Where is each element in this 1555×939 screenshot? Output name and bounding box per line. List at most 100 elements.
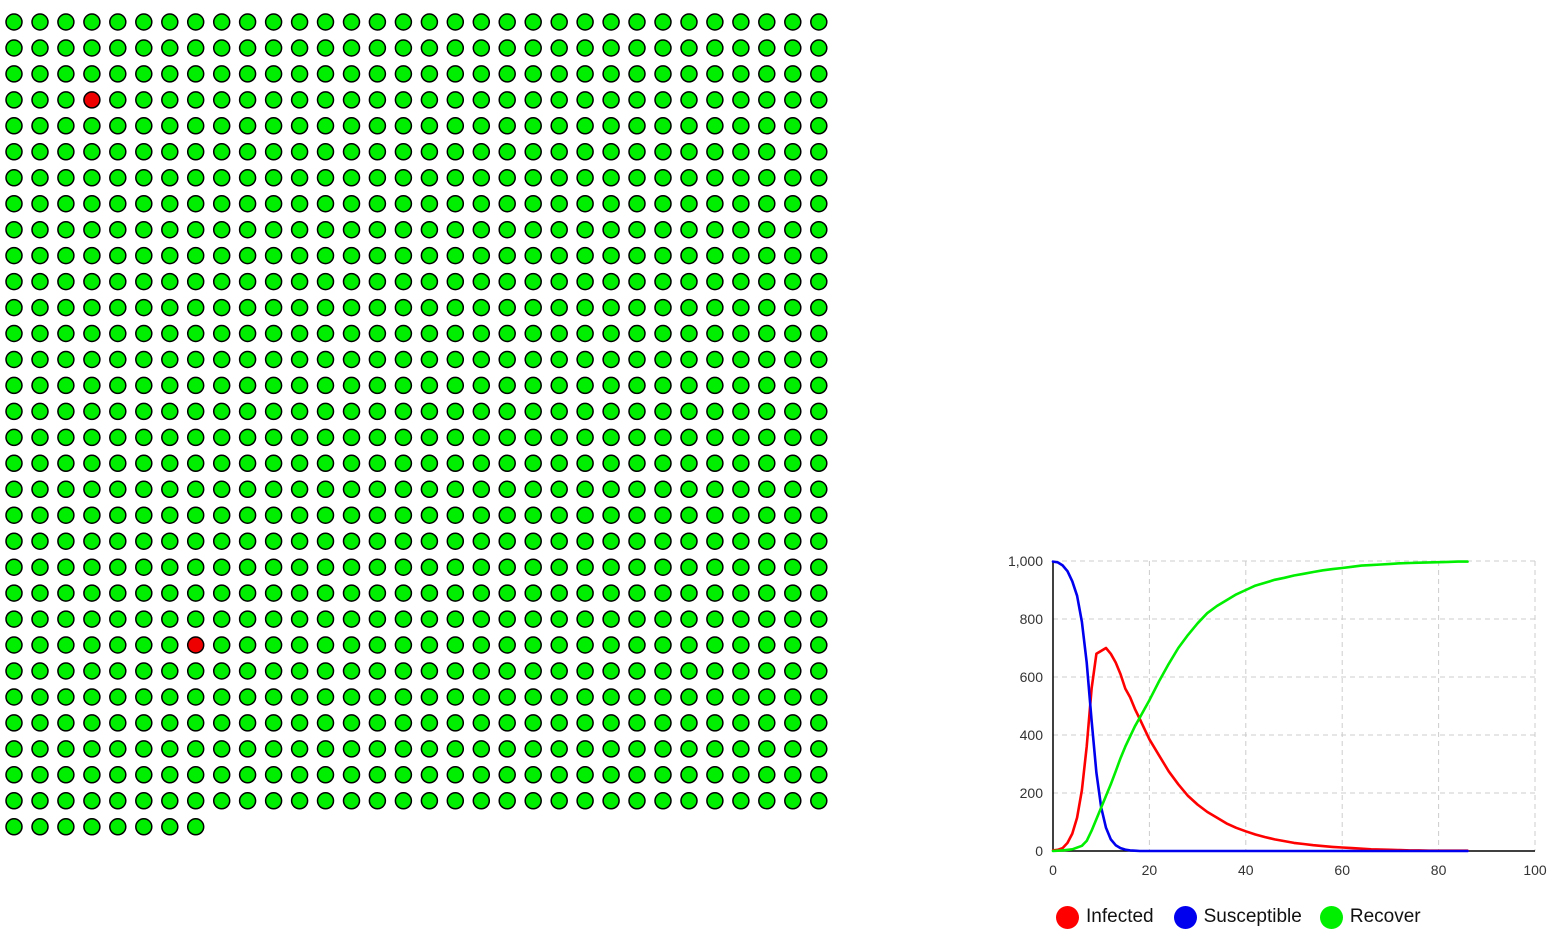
person-node [524, 194, 542, 213]
person-node [394, 402, 413, 421]
person-node [264, 480, 283, 499]
person-node [368, 169, 387, 187]
person-node [135, 402, 153, 421]
person-node [109, 792, 127, 810]
person-node [57, 636, 75, 654]
person-node [758, 39, 776, 57]
legend-item-recover[interactable]: Recover [1319, 905, 1421, 929]
person-node [628, 143, 646, 161]
person-node [706, 272, 724, 291]
person-node [290, 298, 309, 317]
person-node [264, 194, 283, 213]
person-node [810, 792, 828, 810]
person-node [31, 532, 49, 550]
person-node [368, 376, 387, 395]
person-node [680, 298, 698, 317]
person-node [57, 610, 75, 628]
person-node [654, 39, 672, 57]
person-node [732, 402, 750, 421]
person-node [109, 402, 127, 421]
person-node [264, 714, 283, 732]
person-node [472, 91, 491, 109]
person-node [290, 402, 309, 421]
person-node [810, 662, 828, 680]
person-node [31, 91, 49, 109]
person-node [368, 13, 387, 31]
person-node [810, 532, 828, 550]
person-node [810, 350, 828, 369]
person-node [810, 402, 828, 421]
person-node [784, 117, 802, 135]
person-node [316, 194, 335, 213]
person-node [57, 792, 75, 810]
person-node [31, 350, 49, 369]
person-node [368, 143, 387, 161]
person-node [602, 506, 620, 524]
person-node [654, 558, 672, 576]
person-node [628, 65, 646, 83]
person-node [5, 558, 23, 576]
person-node [238, 662, 257, 680]
person-node [550, 39, 568, 57]
person-node [758, 65, 776, 83]
person-node [57, 272, 75, 291]
person-node [680, 532, 698, 550]
person-node [576, 766, 594, 784]
legend-item-susceptible[interactable]: Susceptible [1173, 905, 1302, 929]
person-node [602, 13, 620, 31]
person-node [810, 610, 828, 628]
person-node [784, 740, 802, 758]
person-node [264, 39, 283, 57]
person-node [368, 506, 387, 524]
person-node [524, 662, 542, 680]
person-node [212, 454, 231, 473]
person-node [680, 610, 698, 628]
person-node [161, 428, 179, 447]
person-node [290, 143, 309, 161]
person-node [784, 376, 802, 395]
person-node [394, 39, 413, 57]
person-node [550, 324, 568, 343]
person-node [238, 766, 257, 784]
person-node [810, 714, 828, 732]
person-node [31, 740, 49, 758]
person-node [732, 169, 750, 187]
person-node [342, 688, 361, 706]
person-node [420, 39, 439, 57]
person-node [238, 402, 257, 421]
person-node [342, 246, 361, 265]
person-node [342, 65, 361, 83]
person-node [264, 220, 283, 239]
person-node [628, 246, 646, 265]
person-node [161, 454, 179, 473]
person-node [810, 194, 828, 213]
person-node [5, 91, 23, 109]
person-node [342, 194, 361, 213]
person-node [109, 662, 127, 680]
person-node [446, 91, 465, 109]
person-node [732, 532, 750, 550]
person-node [394, 662, 413, 680]
person-node [498, 220, 516, 239]
person-node [5, 272, 23, 291]
person-node [706, 169, 724, 187]
legend-item-infected[interactable]: Infected [1056, 905, 1154, 929]
person-node [186, 714, 205, 732]
person-node [446, 65, 465, 83]
person-node [550, 454, 568, 473]
person-node [109, 636, 127, 654]
person-node [342, 402, 361, 421]
x-tick-label: 80 [1431, 862, 1447, 878]
person-node [5, 298, 23, 317]
person-node [135, 272, 153, 291]
person-node [628, 39, 646, 57]
person-node [316, 220, 335, 239]
person-node [732, 39, 750, 57]
person-node [316, 272, 335, 291]
person-node [135, 454, 153, 473]
person-node [83, 298, 101, 317]
person-node [368, 350, 387, 369]
person-node [186, 584, 205, 602]
person-node [316, 688, 335, 706]
person-node [290, 688, 309, 706]
